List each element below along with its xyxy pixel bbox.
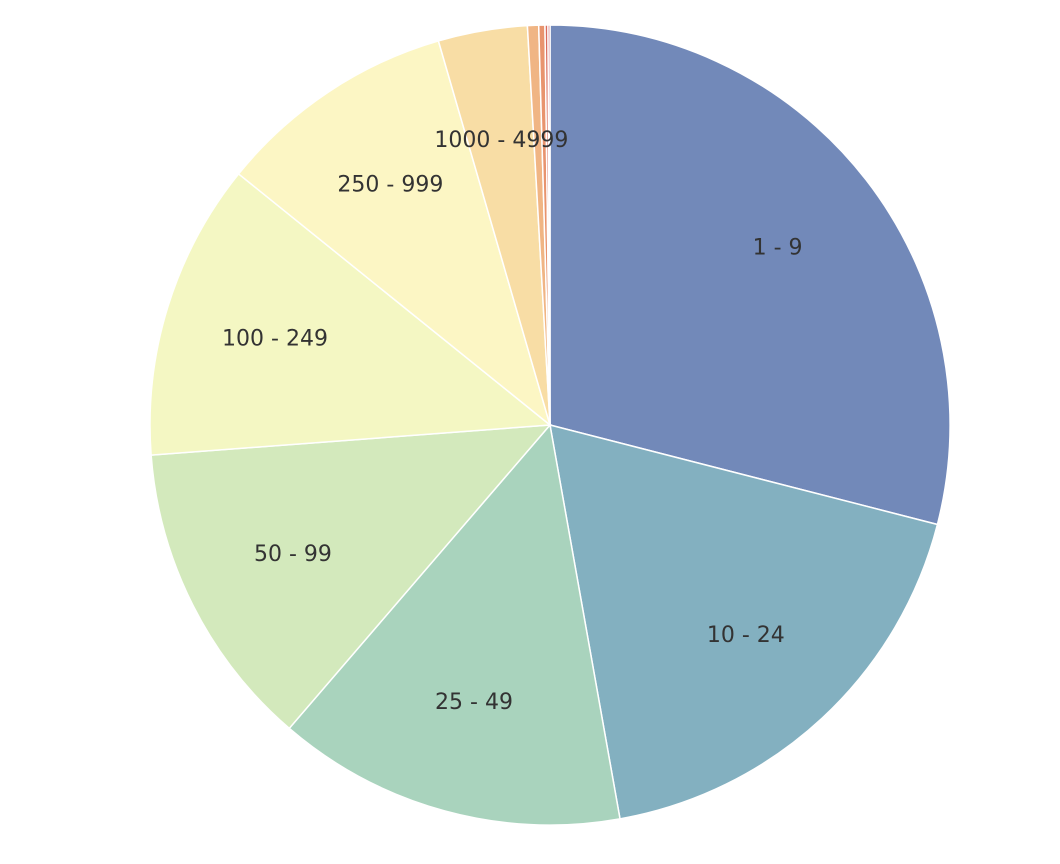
slice-label: 1000 - 4999 <box>434 128 568 153</box>
pie-slice <box>288 423 621 826</box>
pie-slice <box>549 423 939 820</box>
pie-slice <box>149 172 552 456</box>
pie-slice <box>237 39 552 428</box>
slice-label: 50 - 99 <box>254 542 332 567</box>
slice-label: 10 - 24 <box>707 623 785 648</box>
slice-label: 100 - 249 <box>222 326 328 351</box>
pie-slice <box>549 24 951 526</box>
slice-label: 25 - 49 <box>435 690 513 715</box>
pie-slice <box>547 24 551 426</box>
slice-label: 250 - 999 <box>337 172 443 197</box>
slice-label: 1 - 9 <box>753 235 803 260</box>
pie-slice <box>150 424 552 730</box>
